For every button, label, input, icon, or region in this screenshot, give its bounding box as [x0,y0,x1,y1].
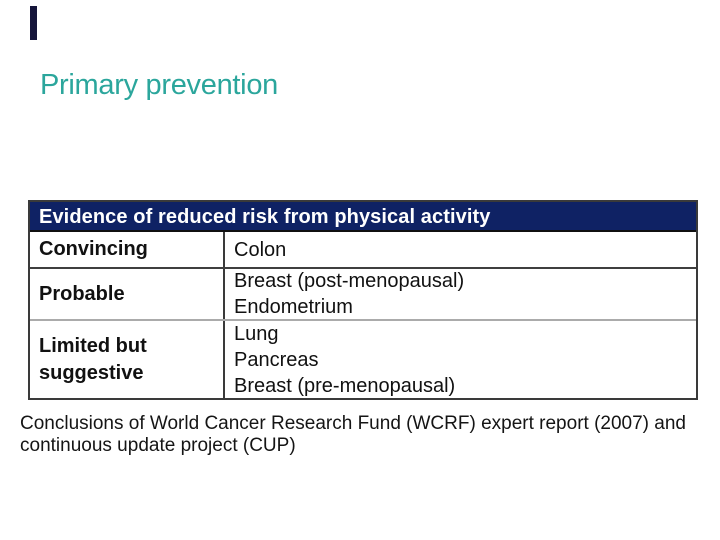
row-values: Colon [225,232,696,267]
table-row: Probable Breast (post-menopausal) Endome… [30,267,696,319]
row-values: Breast (post-menopausal) Endometrium [225,269,696,319]
value-item: Colon [234,238,287,261]
row-values: Lung Pancreas Breast (pre-menopausal) [225,321,696,398]
value-item: Lung [234,322,279,345]
row-label: Convincing [30,232,225,267]
value-item: Breast (post-menopausal) [234,270,465,292]
table-header: Evidence of reduced risk from physical a… [30,202,696,232]
value-item: Endometrium [234,296,353,318]
page-title: Primary prevention [40,69,278,101]
evidence-table: Evidence of reduced risk from physical a… [28,200,698,400]
cursor-mark [30,6,37,40]
table-row: Convincing Colon [30,232,696,267]
caption-line: Conclusions of World Cancer Research Fun… [20,413,686,434]
row-label: Probable [30,269,225,319]
value-item: Breast (pre-menopausal) [234,374,456,397]
row-label: Limited but suggestive [30,321,225,398]
table-row: Limited but suggestive Lung Pancreas Bre… [30,319,696,398]
caption: Conclusions of World Cancer Research Fun… [20,413,715,457]
caption-line: continuous update project (CUP) [20,435,296,456]
value-item: Pancreas [234,348,319,371]
